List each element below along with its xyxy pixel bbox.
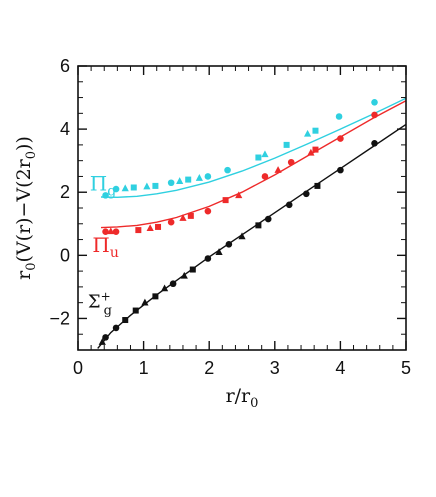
- data-point-circle: [225, 240, 233, 248]
- tick-labels: 0 1 2 3 4 5 −2 0 2 4 6: [49, 56, 411, 378]
- data-point-square: [185, 176, 192, 183]
- data-point-triangle: [261, 150, 269, 158]
- data-point-square: [312, 127, 319, 134]
- y-axis-label-part-0: r: [13, 270, 35, 280]
- data-point-square: [132, 307, 139, 314]
- data-point-circle: [204, 207, 212, 215]
- data-point-square: [187, 212, 194, 219]
- y-tick-label: 4: [60, 119, 70, 139]
- data-point-circle: [371, 98, 378, 106]
- data-point-square: [314, 182, 321, 189]
- data-point-square: [255, 222, 262, 229]
- series-label-pi-g-main: Π: [90, 172, 107, 196]
- series-label-pi-g: Πg: [90, 172, 116, 200]
- data-point-square: [155, 223, 162, 230]
- data-point-circle: [169, 280, 177, 288]
- data-point-circle: [371, 111, 378, 119]
- data-point-circle: [112, 185, 120, 193]
- data-point-triangle: [160, 284, 169, 292]
- data-point-triangle: [180, 271, 188, 279]
- y-tick-label: −2: [49, 308, 70, 328]
- data-point-triangle: [307, 148, 315, 156]
- plot-frame: [77, 65, 407, 351]
- data-point-circle: [102, 228, 109, 235]
- data-point-circle: [112, 228, 120, 235]
- data-point-circle: [261, 173, 269, 180]
- x-tick-label: 5: [401, 358, 411, 378]
- y-axis-label-part-3: 0: [24, 151, 39, 159]
- data-point-triangle: [107, 227, 115, 235]
- series-label-sigma-main: Σ: [88, 291, 101, 312]
- data-point-circle: [371, 140, 378, 147]
- data-point-triangle: [146, 224, 154, 231]
- axis-ticks: [77, 65, 407, 351]
- data-point-circle: [102, 334, 109, 341]
- data-point-circle: [204, 173, 212, 180]
- data-point-circle: [224, 166, 231, 174]
- data-point-circle: [302, 190, 310, 198]
- data-point-triangle: [143, 182, 151, 190]
- x-tick-label: 1: [139, 358, 149, 378]
- y-tick-label: 2: [60, 182, 70, 202]
- y-axis-label-part-2: (V(r)−V(2r: [13, 158, 35, 262]
- data-point-circle: [112, 324, 120, 332]
- data-point-triangle: [238, 232, 246, 240]
- data-point-triangle: [195, 174, 203, 181]
- data-point-triangle: [98, 338, 106, 345]
- data-point-triangle: [215, 248, 223, 255]
- data-point-triangle: [141, 298, 149, 306]
- series-label-sigma-g-plus: Σ+ g: [88, 289, 112, 318]
- x-tick-label: 0: [73, 358, 83, 378]
- series-label-pi-u-sub: u: [110, 245, 119, 261]
- data-point-circle: [285, 201, 293, 209]
- data-point-circle: [337, 135, 344, 142]
- data-point-square: [130, 184, 137, 191]
- data-point-square: [312, 146, 319, 153]
- data-point-triangle: [274, 166, 282, 173]
- data-point-square: [152, 293, 159, 300]
- data-point-square: [122, 317, 129, 324]
- x-axis-label-sub: 0: [250, 396, 258, 411]
- series-label-sigma-sub: g: [104, 303, 112, 318]
- data-point-triangle: [179, 214, 187, 221]
- data-point-triangle: [304, 129, 312, 137]
- data-point-circle: [102, 192, 109, 199]
- data-point-square: [152, 182, 159, 189]
- fit-curve-series-2: [97, 123, 407, 349]
- y-axis-label-part-4: )): [13, 136, 35, 151]
- x-axis-label-main: r/r: [226, 385, 251, 407]
- series-label-pi-u-main: Π: [92, 233, 109, 257]
- y-tick-label: 0: [60, 245, 70, 265]
- data-points: [98, 98, 378, 345]
- data-point-circle: [204, 255, 212, 262]
- data-point-triangle: [121, 184, 129, 192]
- fit-curve-series-0: [100, 97, 407, 199]
- data-point-circle: [287, 158, 295, 166]
- data-point-circle: [264, 215, 272, 223]
- series-label-sigma-sup: +: [101, 289, 111, 303]
- x-tick-label: 2: [204, 358, 214, 378]
- data-point-square: [222, 197, 229, 204]
- series-label-pi-g-sub: g: [107, 184, 116, 200]
- x-tick-label: 3: [270, 358, 280, 378]
- data-point-circle: [167, 179, 175, 187]
- series-labels: Πg Πu Σ+ g: [88, 172, 119, 319]
- y-tick-label: 6: [60, 56, 70, 76]
- data-point-square: [255, 154, 262, 161]
- data-point-square: [189, 266, 196, 273]
- series-label-pi-u: Πu: [92, 233, 118, 261]
- data-point-square: [283, 141, 290, 148]
- y-axis-label-part-1: 0: [24, 263, 39, 271]
- data-point-circle: [337, 166, 344, 174]
- data-point-circle: [335, 113, 343, 120]
- x-axis-label: r/r0: [226, 385, 259, 411]
- data-point-triangle: [176, 177, 184, 184]
- data-point-square: [135, 227, 142, 234]
- data-point-triangle: [235, 191, 243, 199]
- x-tick-label: 4: [335, 358, 345, 378]
- data-point-circle: [167, 218, 175, 226]
- y-axis-label: r0(V(r)−V(2r0)): [13, 136, 39, 280]
- fit-curves: [97, 97, 407, 349]
